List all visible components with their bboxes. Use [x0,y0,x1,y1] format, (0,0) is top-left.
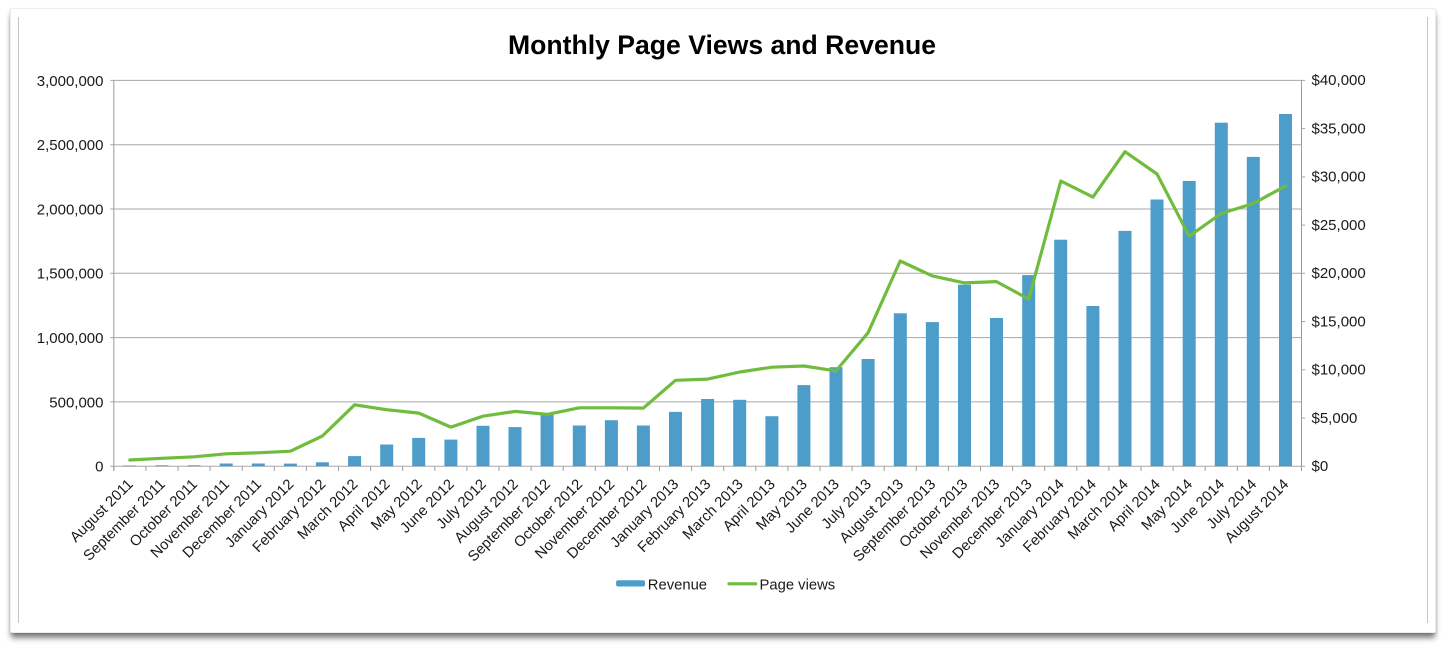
svg-text:0: 0 [95,459,103,476]
svg-text:$40,000: $40,000 [1312,72,1366,89]
svg-text:$20,000: $20,000 [1312,265,1366,282]
svg-text:1,000,000: 1,000,000 [37,330,104,347]
svg-text:1,500,000: 1,500,000 [37,266,104,283]
svg-text:$10,000: $10,000 [1312,362,1366,379]
svg-text:2,000,000: 2,000,000 [37,201,104,218]
svg-text:Page views: Page views [760,578,836,594]
svg-text:$15,000: $15,000 [1312,313,1366,330]
svg-text:$0: $0 [1312,458,1329,475]
svg-text:$35,000: $35,000 [1312,120,1366,137]
svg-text:3,000,000: 3,000,000 [37,73,104,90]
svg-text:Monthly Page Views and Revenue: Monthly Page Views and Revenue [508,30,936,60]
svg-text:Revenue: Revenue [648,578,707,594]
svg-text:500,000: 500,000 [49,394,103,411]
svg-text:$25,000: $25,000 [1312,217,1366,234]
svg-text:$30,000: $30,000 [1312,169,1366,186]
svg-text:2,500,000: 2,500,000 [37,137,104,154]
svg-text:$5,000: $5,000 [1312,410,1358,427]
